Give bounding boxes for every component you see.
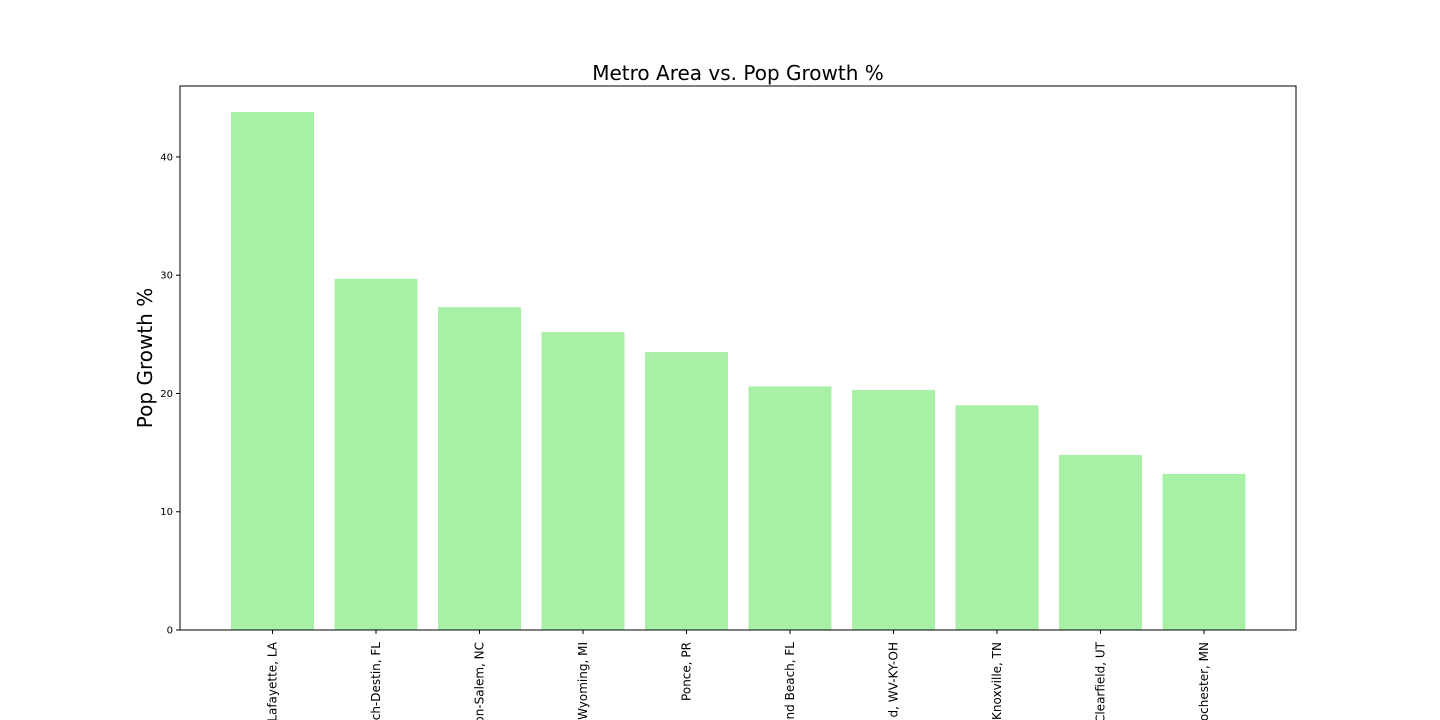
- plot-frame: [179, 85, 1297, 631]
- x-axis-ticks: Lafayette, LA ch-Destin, FL on-Salem, NC Wy…: [266, 630, 1211, 720]
- y-axis-ticks: 0 10 20 30 40: [160, 152, 180, 637]
- x-tick-label: d, WV-KY-OH: [887, 642, 901, 717]
- y-tick-label: 40: [160, 152, 173, 163]
- x-tick-label: Ponce, PR: [680, 642, 694, 701]
- bar-9: [1059, 454, 1142, 630]
- x-tick-label: Knoxville, TN: [990, 642, 1004, 720]
- x-tick-label: on-Salem, NC: [473, 642, 487, 720]
- x-tick-label: Clearfield, UT: [1094, 641, 1108, 720]
- bar-2: [334, 278, 418, 630]
- x-tick-label: Lafayette, LA: [266, 641, 280, 720]
- chart-title: Metro Area vs. Pop Growth %: [592, 61, 884, 85]
- y-tick-label: 10: [160, 507, 173, 518]
- x-tick-label: ochester, MN: [1197, 642, 1211, 720]
- bar-8: [955, 405, 1039, 630]
- x-tick-label: nd Beach, FL: [783, 642, 797, 720]
- x-tick-label: Wyoming, MI: [576, 642, 590, 720]
- bar-4: [541, 331, 625, 630]
- bar-1: [231, 112, 314, 630]
- x-tick-label: ch-Destin, FL: [369, 642, 383, 720]
- bar-3: [438, 307, 521, 630]
- bar-7: [852, 389, 935, 630]
- bar-6: [748, 386, 832, 630]
- y-tick-label: 30: [160, 271, 173, 282]
- bar-10: [1162, 473, 1246, 630]
- bar-5: [645, 352, 728, 630]
- y-axis-label: Pop Growth %: [133, 288, 157, 428]
- y-tick-label: 0: [167, 626, 173, 637]
- y-tick-label: 20: [160, 389, 173, 400]
- bars-group: [231, 112, 1246, 630]
